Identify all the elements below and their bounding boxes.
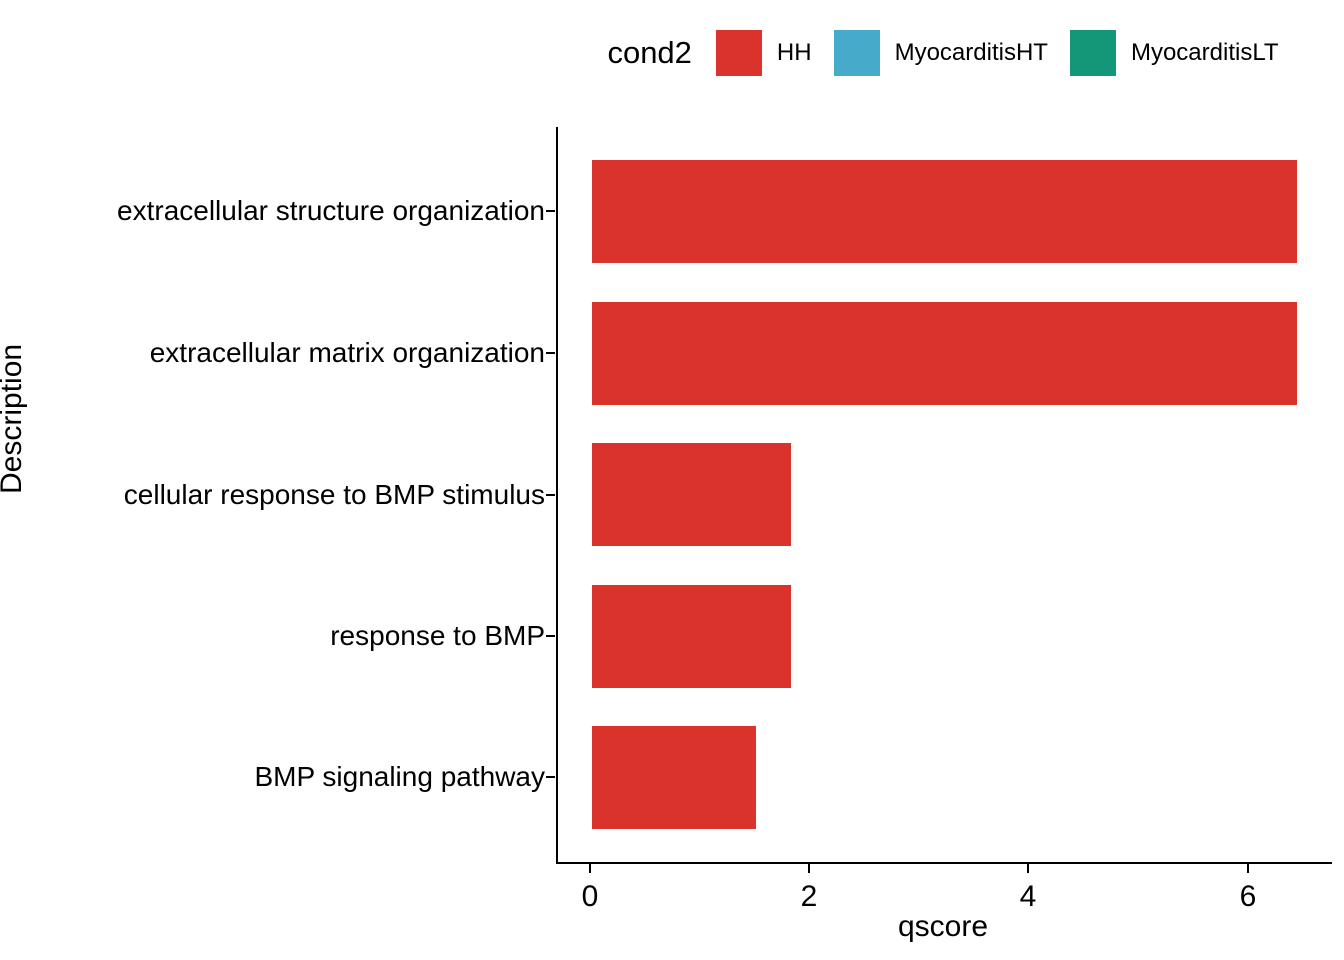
- x-axis-tick: [1247, 864, 1249, 873]
- x-axis-tick: [808, 864, 810, 873]
- legend: cond2 HH MyocarditisHT MyocarditisLT: [556, 18, 1330, 88]
- bar-extracellular-structure-organization: [592, 160, 1297, 263]
- bar-cellular-response-to-BMP-stimulus: [592, 443, 791, 546]
- legend-swatch-HH: [715, 30, 762, 76]
- y-axis-tick: [546, 352, 555, 354]
- x-axis-tick: [1027, 864, 1029, 873]
- category-label: cellular response to BMP stimulus: [123, 479, 545, 510]
- plot-panel: [556, 127, 1332, 864]
- bar-BMP-signaling-pathway: [592, 726, 756, 829]
- x-axis-tick: [589, 864, 591, 873]
- y-axis-tick: [546, 635, 555, 637]
- legend-item-MyocarditisLT: MyocarditisLT: [1069, 30, 1279, 76]
- category-label: response to BMP: [330, 620, 545, 651]
- bar-extracellular-matrix-organization: [592, 302, 1297, 405]
- y-axis-tick: [546, 494, 555, 496]
- legend-label: MyocarditisLT: [1130, 39, 1279, 66]
- y-axis-tick: [546, 210, 555, 212]
- category-label: extracellular matrix organization: [149, 337, 545, 368]
- x-axis-tick-label: 2: [800, 880, 818, 913]
- x-axis-title: qscore: [897, 910, 989, 943]
- legend-label: MyocarditisHT: [894, 39, 1048, 66]
- legend-swatch-MyocarditisHT: [833, 30, 880, 76]
- legend-label: HH: [776, 39, 812, 66]
- category-label: BMP signaling pathway: [254, 761, 545, 792]
- bar-response-to-BMP: [592, 585, 791, 688]
- y-axis-tick: [546, 776, 555, 778]
- category-label: extracellular structure organization: [117, 195, 545, 226]
- x-axis-tick-label: 6: [1239, 880, 1257, 913]
- x-axis-tick-label: 4: [1019, 880, 1037, 913]
- legend-item-MyocarditisHT: MyocarditisHT: [833, 30, 1048, 76]
- legend-swatch-MyocarditisLT: [1069, 30, 1116, 76]
- legend-item-HH: HH: [715, 30, 812, 76]
- legend-title: cond2: [607, 35, 692, 70]
- x-axis-tick-label: 0: [581, 880, 599, 913]
